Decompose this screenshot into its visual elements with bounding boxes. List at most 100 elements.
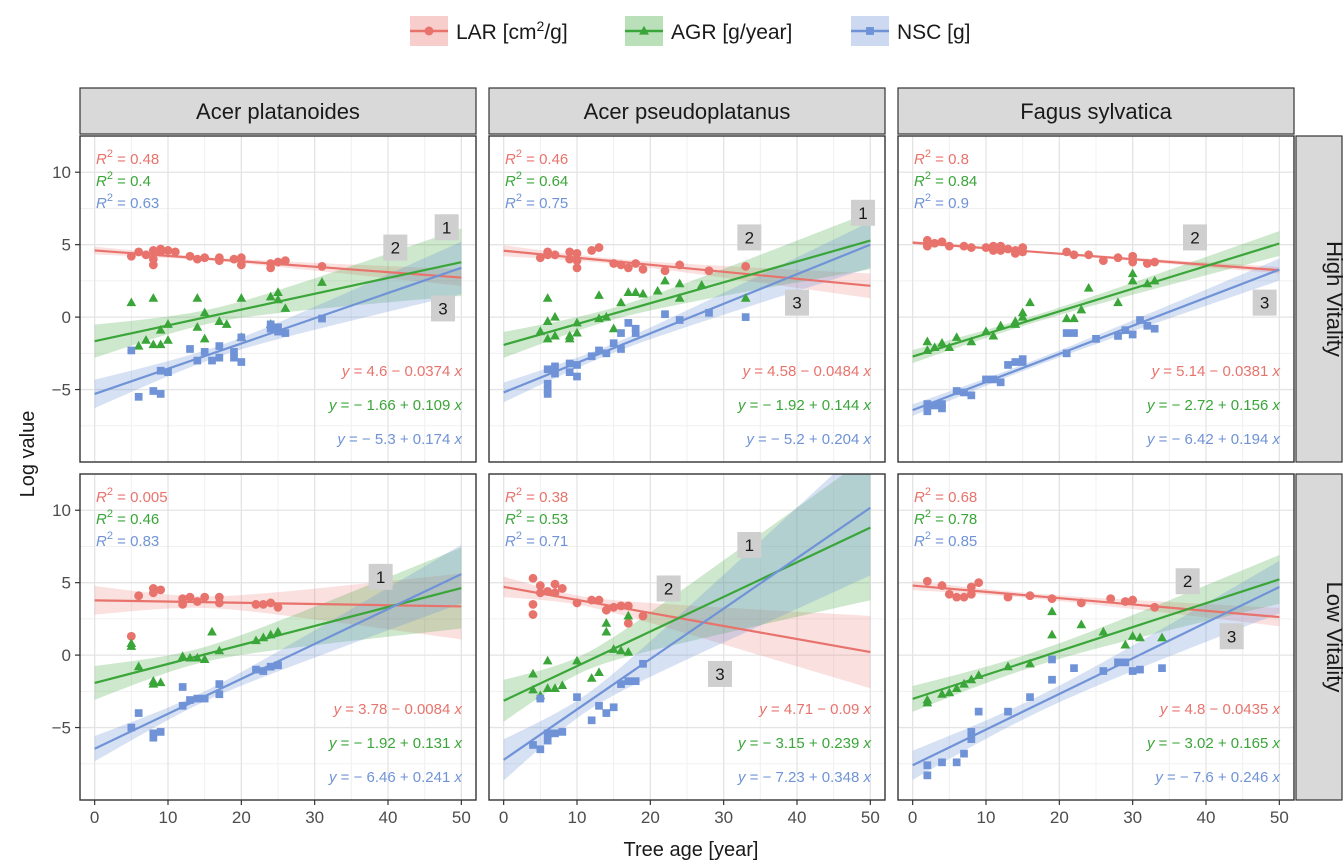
data-point-lar xyxy=(609,259,619,268)
data-point-agr xyxy=(251,635,261,645)
data-point-lar xyxy=(557,584,567,593)
data-point-agr xyxy=(1135,632,1145,642)
regression-line-agr xyxy=(503,526,871,702)
data-point-agr xyxy=(616,297,626,307)
data-point-agr xyxy=(616,645,626,655)
data-point-nsc xyxy=(1070,664,1078,673)
data-point-nsc xyxy=(595,346,603,355)
data-point-lar xyxy=(704,266,714,276)
legend: LAR [cm2/g] AGR [g/year] NSC [g] xyxy=(410,16,971,46)
equation-annotation-lar: y = 4.71 − 0.09 x xyxy=(758,701,871,718)
intersection-label-box xyxy=(434,214,459,241)
equation-annotation-lar: y = 4.6 − 0.0374 x xyxy=(341,363,463,380)
r2-annotation-lar: R2 = 0.68 xyxy=(914,486,977,506)
data-point-agr xyxy=(937,338,947,347)
data-point-lar xyxy=(638,611,648,621)
data-point-lar xyxy=(572,256,582,266)
data-point-agr xyxy=(638,288,648,298)
data-point-nsc xyxy=(938,404,946,413)
data-point-lar xyxy=(631,259,641,268)
data-point-nsc xyxy=(536,745,545,754)
data-point-agr xyxy=(221,319,232,328)
intersection-label: 3 xyxy=(431,295,455,322)
intersection-label: 1 xyxy=(368,563,393,590)
x-tick-label: 30 xyxy=(1123,808,1142,827)
data-point-nsc xyxy=(543,385,552,394)
confidence-band-agr xyxy=(503,474,871,722)
data-point-agr xyxy=(740,293,751,302)
data-point-nsc xyxy=(149,729,158,738)
data-point-nsc xyxy=(624,319,633,327)
legend-label-agr: AGR [g/year] xyxy=(671,21,792,44)
intersection-label: 1 xyxy=(434,214,459,241)
data-point-nsc xyxy=(1158,664,1166,673)
intersection-label-text: 2 xyxy=(1190,228,1199,247)
data-point-nsc xyxy=(156,390,165,398)
data-point-lar xyxy=(134,247,144,257)
data-point-agr xyxy=(528,684,538,694)
data-point-lar xyxy=(944,241,954,251)
data-point-agr xyxy=(163,319,173,328)
data-point-nsc xyxy=(1150,324,1159,333)
data-point-agr xyxy=(126,641,137,650)
x-tick-label: 40 xyxy=(379,808,398,827)
data-point-agr xyxy=(550,330,560,340)
data-point-nsc xyxy=(967,391,976,400)
data-point-nsc xyxy=(551,729,559,738)
data-point-nsc xyxy=(923,400,932,408)
x-tick-label: 50 xyxy=(452,808,471,827)
data-point-agr xyxy=(1025,297,1035,307)
data-point-lar xyxy=(587,595,597,605)
data-point-agr xyxy=(959,678,969,688)
data-point-nsc xyxy=(134,709,143,717)
data-point-agr xyxy=(535,326,546,336)
data-point-agr xyxy=(148,293,159,302)
data-point-lar xyxy=(572,248,582,258)
r2-annotation-lar: R2 = 0.005 xyxy=(96,486,168,506)
data-point-nsc xyxy=(1143,321,1152,330)
data-point-agr xyxy=(922,694,933,704)
column-strip-label: Acer pseudoplatanus xyxy=(584,99,791,124)
data-point-nsc xyxy=(193,694,202,703)
r2-annotation-agr: R2 = 0.4 xyxy=(96,170,151,190)
data-point-nsc xyxy=(237,333,246,342)
data-point-nsc xyxy=(156,728,165,736)
data-point-nsc xyxy=(1114,332,1122,340)
data-point-agr xyxy=(951,332,962,341)
r2-annotation-nsc: R2 = 0.85 xyxy=(914,530,977,550)
data-point-nsc xyxy=(573,361,581,369)
data-point-agr xyxy=(630,287,641,296)
panel-plot: 1 2 3 xyxy=(503,199,875,403)
confidence-band-lar xyxy=(503,576,871,689)
data-point-lar xyxy=(952,592,962,602)
intersection-label-text: 3 xyxy=(438,299,447,318)
data-point-nsc xyxy=(1004,361,1012,369)
data-point-lar xyxy=(565,247,575,257)
intersection-label-text: 3 xyxy=(1227,627,1236,646)
row-strip-label: Low Vitality xyxy=(1322,582,1344,693)
data-point-nsc xyxy=(230,353,238,362)
data-point-lar xyxy=(1003,592,1013,602)
data-point-nsc xyxy=(266,320,275,329)
data-point-agr xyxy=(550,311,560,321)
legend-marker-agr xyxy=(639,25,649,35)
data-point-nsc xyxy=(1070,329,1078,337)
data-point-lar xyxy=(930,238,940,248)
data-point-nsc xyxy=(156,366,165,375)
data-point-nsc xyxy=(543,729,552,738)
data-point-lar xyxy=(163,246,173,255)
data-point-lar xyxy=(594,243,604,252)
regression-line-agr xyxy=(912,578,1280,700)
data-point-lar xyxy=(1150,257,1160,267)
data-point-nsc xyxy=(573,372,581,381)
data-point-lar xyxy=(192,254,202,264)
data-point-agr xyxy=(550,683,560,692)
column-strip xyxy=(79,87,477,135)
regression-line-lar xyxy=(503,585,871,654)
data-point-agr xyxy=(199,654,210,663)
data-point-agr xyxy=(623,287,634,296)
data-point-nsc xyxy=(1099,667,1108,675)
data-point-nsc xyxy=(989,375,998,384)
confidence-band-lar xyxy=(912,581,1280,627)
